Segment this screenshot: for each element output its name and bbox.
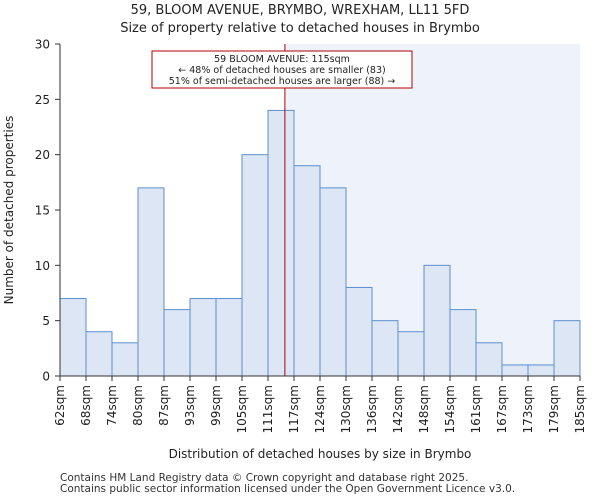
annotation-box	[151, 50, 413, 89]
histogram-bar	[137, 187, 165, 377]
x-tick-label: 117sqm	[287, 385, 301, 433]
x-tick-label: 111sqm	[261, 385, 275, 433]
x-tick-label: 130sqm	[339, 385, 353, 433]
y-axis-ticks: 0 5 10 15 20 25 30	[35, 38, 60, 384]
histogram-bar	[267, 109, 295, 377]
histogram-bar	[345, 286, 373, 377]
annotation-line-1: 59 BLOOM AVENUE: 115sqm	[214, 54, 350, 65]
footer-attribution: Contains HM Land Registry data © Crown c…	[60, 473, 515, 495]
histogram-bar	[319, 187, 347, 377]
y-tick-label: 25	[35, 93, 50, 107]
histogram-bar	[527, 364, 555, 377]
y-axis-label: Number of detached properties	[2, 116, 16, 305]
x-axis-ticks: 62sqm 68sqm 74sqm 80sqm 87sqm 93sqm 99sqm 105sq…	[53, 376, 587, 433]
x-tick-label: 167sqm	[495, 385, 509, 433]
histogram-chart: 0 5 10 15 20 25 30 62sqm 68sqm 74sqm 80sqm 87sqm 93…	[2, 38, 587, 462]
histogram-bar	[423, 264, 451, 377]
histogram-bar	[475, 342, 503, 377]
histogram-bar	[59, 298, 87, 377]
x-tick-label: 136sqm	[365, 385, 379, 433]
annotation-line-3: 51% of semi-detached houses are larger (…	[169, 76, 396, 87]
histogram-bar	[501, 364, 529, 377]
annotation-line-2: ← 48% of detached houses are smaller (83…	[178, 65, 385, 76]
x-tick-label: 62sqm	[53, 385, 67, 426]
x-tick-label: 68sqm	[79, 385, 93, 426]
footer-line-1: Contains HM Land Registry data © Crown c…	[60, 472, 469, 484]
x-tick-label: 179sqm	[547, 385, 561, 433]
y-tick-label: 0	[42, 370, 50, 384]
x-axis-label: Distribution of detached houses by size …	[169, 447, 472, 461]
histogram-bar	[215, 298, 243, 377]
x-tick-label: 87sqm	[157, 385, 171, 426]
x-tick-label: 173sqm	[521, 385, 535, 433]
x-tick-label: 185sqm	[573, 385, 587, 433]
chart-title: 59, BLOOM AVENUE, BRYMBO, WREXHAM, LL11 …	[0, 2, 600, 38]
footer-line-2: Contains public sector information licen…	[60, 483, 516, 495]
y-tick-label: 20	[35, 148, 50, 162]
x-tick-label: 93sqm	[183, 385, 197, 426]
y-tick-label: 30	[35, 38, 50, 52]
histogram-bar	[85, 331, 113, 377]
title-line-1: 59, BLOOM AVENUE, BRYMBO, WREXHAM, LL11 …	[130, 3, 470, 18]
x-tick-label: 148sqm	[417, 385, 431, 433]
histogram-bar	[293, 165, 321, 377]
x-tick-label: 80sqm	[131, 385, 145, 426]
x-tick-label: 154sqm	[443, 385, 457, 433]
x-tick-label: 142sqm	[391, 385, 405, 433]
histogram-bar	[111, 342, 139, 377]
bars-group	[59, 109, 581, 377]
x-tick-label: 105sqm	[235, 385, 249, 433]
x-tick-label: 124sqm	[313, 385, 327, 433]
histogram-bar	[163, 309, 191, 377]
histogram-bar	[371, 320, 399, 377]
y-tick-label: 10	[35, 259, 50, 273]
histogram-bar	[189, 298, 217, 377]
histogram-bar	[397, 331, 425, 377]
x-tick-label: 74sqm	[105, 385, 119, 426]
histogram-bar	[241, 154, 269, 377]
histogram-bar	[553, 320, 581, 377]
x-tick-label: 161sqm	[469, 385, 483, 433]
x-tick-label: 99sqm	[209, 385, 223, 426]
y-tick-label: 5	[42, 314, 50, 328]
histogram-bar	[449, 309, 477, 377]
title-line-2: Size of property relative to detached ho…	[120, 21, 480, 36]
y-tick-label: 15	[35, 204, 50, 218]
